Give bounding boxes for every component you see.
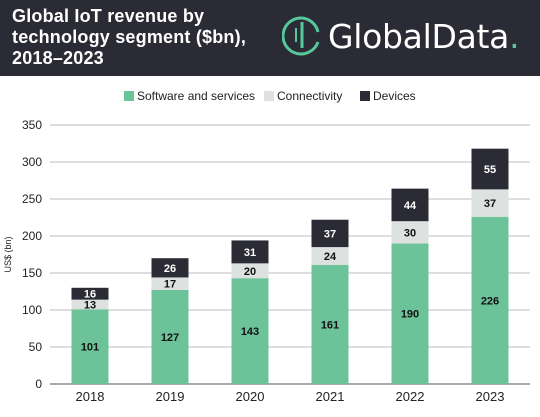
bar-value-label: 101	[81, 342, 99, 354]
bar-segment	[151, 290, 189, 384]
legend-label: Devices	[373, 89, 416, 103]
legend-label: Connectivity	[277, 89, 342, 103]
bar-value-label: 26	[164, 263, 176, 275]
bar-segment	[471, 148, 509, 190]
y-tick-label: 300	[22, 155, 42, 169]
chart-title: Global IoT revenue by technology segment…	[12, 6, 282, 69]
chart-header: Global IoT revenue by technology segment…	[0, 0, 540, 76]
bar-segment	[311, 264, 349, 384]
bar-value-label: 161	[321, 319, 339, 331]
y-tick-label: 250	[22, 192, 42, 206]
bar-value-label: 16	[84, 289, 96, 301]
x-tick-label: 2019	[156, 389, 185, 404]
logo-wordmark: GlobalData.	[328, 16, 520, 56]
bar-value-label: 31	[244, 247, 256, 259]
bar-value-label: 226	[481, 295, 499, 307]
x-tick-label: 2018	[76, 389, 105, 404]
legend-label: Software and services	[137, 89, 255, 103]
bar-segment	[471, 216, 509, 384]
bar-value-label: 127	[161, 332, 179, 344]
title-line-2: technology segment ($bn),	[12, 27, 247, 47]
bar-segment	[391, 188, 429, 222]
y-tick-label: 150	[22, 266, 42, 280]
y-tick-label: 0	[35, 377, 42, 391]
bar-value-label: 143	[241, 326, 259, 338]
bar-segment	[311, 219, 349, 248]
legend-swatch	[124, 91, 134, 101]
x-tick-label: 2023	[476, 389, 505, 404]
y-tick-label: 200	[22, 229, 42, 243]
x-tick-label: 2021	[316, 389, 345, 404]
bar-segment	[71, 287, 109, 300]
legend-swatch	[264, 91, 274, 101]
bar-value-label: 13	[84, 299, 96, 311]
bar-value-label: 55	[484, 164, 496, 176]
bar-segment	[71, 309, 109, 384]
x-tick-label: 2020	[236, 389, 265, 404]
y-tick-label: 350	[22, 118, 42, 132]
bar-value-label: 190	[401, 309, 419, 321]
bar-value-label: 17	[164, 279, 176, 291]
bar-segment	[151, 258, 189, 278]
legend-swatch	[360, 91, 370, 101]
bar-segment	[391, 243, 429, 384]
bar-value-label: 37	[484, 198, 496, 210]
y-tick-label: 50	[29, 340, 43, 354]
globaldata-logo: GlobalData.	[282, 12, 520, 60]
bar-value-label: 30	[404, 227, 416, 239]
bar-segment	[231, 240, 269, 264]
bar-segment	[391, 221, 429, 244]
y-axis-label: US$ (bn)	[3, 236, 13, 272]
bar-value-label: 24	[324, 251, 337, 263]
globaldata-logo-icon	[282, 16, 320, 56]
bar-segment	[311, 247, 349, 265]
bar-value-label: 20	[244, 266, 256, 278]
bar-segment	[231, 263, 269, 279]
bar-segment	[231, 278, 269, 384]
bar-value-label: 44	[404, 200, 417, 212]
bar-segment	[471, 189, 509, 217]
bar-segment	[71, 299, 109, 310]
y-tick-label: 100	[22, 303, 42, 317]
x-tick-label: 2022	[396, 389, 425, 404]
bar-value-label: 37	[324, 228, 336, 240]
title-line-1: Global IoT revenue by	[12, 6, 205, 26]
title-line-3: 2018–2023	[12, 48, 104, 68]
bar-segment	[151, 277, 189, 291]
